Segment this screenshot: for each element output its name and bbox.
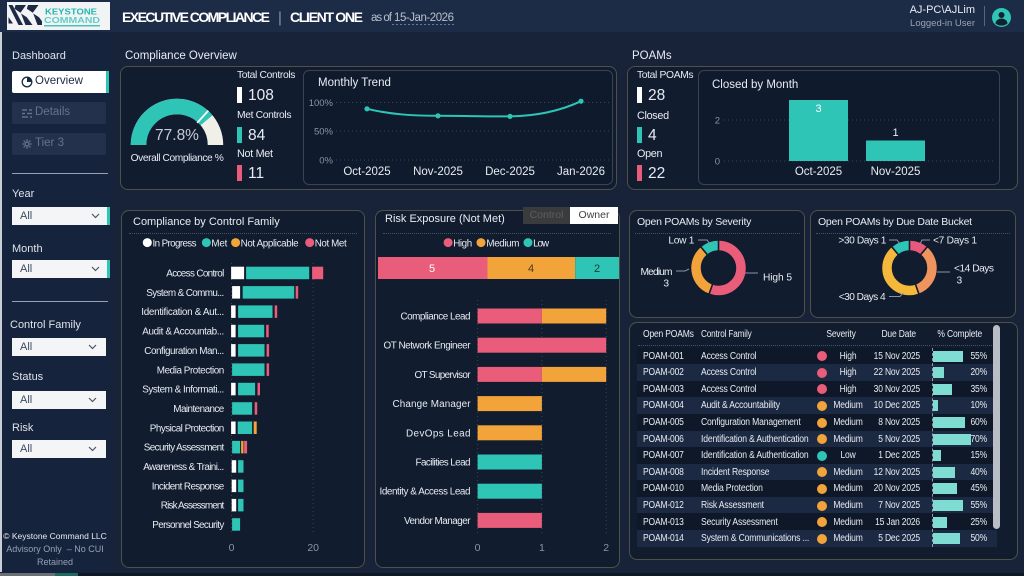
svg-text:OT Network Engineer: OT Network Engineer (384, 341, 472, 352)
svg-text:Incident Response: Incident Response (152, 481, 225, 492)
svg-text:CLIENT ONE: CLIENT ONE (290, 9, 363, 25)
svg-text:>30 Days 1: >30 Days 1 (838, 236, 886, 247)
svg-text:Identification & Aut...: Identification & Aut... (141, 307, 224, 318)
svg-text:3: 3 (815, 103, 821, 115)
svg-text:High 5: High 5 (763, 273, 792, 284)
svg-text:Maintenance: Maintenance (173, 404, 225, 415)
svg-text:0: 0 (229, 542, 235, 554)
svg-text:2: 2 (603, 542, 609, 554)
svg-text:0: 0 (715, 157, 720, 168)
svg-text:OT Supervisor: OT Supervisor (415, 370, 472, 381)
svg-text:In Progress: In Progress (153, 238, 197, 249)
svg-text:Risk Assessment: Risk Assessment (161, 501, 225, 512)
svg-text:|: | (278, 10, 282, 27)
svg-text:Awareness & Traini...: Awareness & Traini... (143, 462, 224, 473)
svg-text:COMMAND: COMMAND (44, 15, 100, 25)
svg-text:Nov-2025: Nov-2025 (413, 166, 463, 178)
svg-text:Oct-2025: Oct-2025 (343, 166, 390, 178)
svg-text:Medium: Medium (641, 267, 673, 278)
svg-text:<7 Days 1: <7 Days 1 (933, 236, 977, 247)
svg-text:<30 Days 4: <30 Days 4 (839, 292, 886, 303)
svg-text:KEYSTONE: KEYSTONE (45, 7, 97, 17)
svg-text:High: High (453, 238, 472, 249)
svg-text:Not Applicable: Not Applicable (241, 238, 300, 249)
svg-text:Security Assessment: Security Assessment (144, 443, 225, 454)
svg-text:1: 1 (539, 542, 545, 554)
svg-text:Change Manager: Change Manager (393, 399, 472, 410)
svg-text:Media Protection: Media Protection (157, 365, 225, 376)
svg-text:Compliance Lead: Compliance Lead (401, 312, 471, 323)
svg-text:0: 0 (475, 542, 481, 554)
svg-text:3: 3 (957, 276, 963, 287)
svg-text:DevOps Lead: DevOps Lead (406, 428, 471, 439)
svg-text:0%: 0% (319, 156, 333, 167)
svg-text:5: 5 (429, 263, 435, 275)
svg-text:2: 2 (594, 263, 600, 275)
svg-text:3: 3 (663, 279, 669, 290)
svg-text:EXECUTIVE COMPLIANCE: EXECUTIVE COMPLIANCE (122, 9, 270, 25)
svg-text:Access Control: Access Control (166, 269, 224, 280)
svg-text:Medium: Medium (486, 238, 519, 249)
svg-text:Oct-2025: Oct-2025 (795, 166, 842, 178)
svg-text:Low 1: Low 1 (668, 236, 694, 247)
svg-text:Personnel Security: Personnel Security (152, 520, 224, 531)
svg-text:Not Met: Not Met (315, 238, 347, 249)
svg-text:Facilities Lead: Facilities Lead (416, 458, 471, 469)
svg-text:Jan-2026: Jan-2026 (557, 166, 605, 178)
svg-text:50%: 50% (314, 127, 334, 138)
svg-text:Configuration Man...: Configuration Man... (144, 346, 224, 357)
svg-text:as of: as of (371, 12, 393, 24)
svg-text:20: 20 (307, 542, 319, 554)
svg-text:System & Informati...: System & Informati... (142, 385, 224, 396)
svg-text:Audit & Accountab...: Audit & Accountab... (142, 327, 224, 338)
svg-text:Low: Low (533, 238, 550, 249)
svg-text:Vendor Manager: Vendor Manager (404, 516, 471, 527)
svg-text:1: 1 (892, 127, 898, 139)
svg-text:Physical Protection: Physical Protection (150, 423, 225, 434)
svg-text:4: 4 (528, 263, 534, 275)
svg-text:<14 Days: <14 Days (954, 264, 994, 275)
svg-text:System & Commu...: System & Commu... (146, 288, 224, 299)
svg-text:Identity & Access Lead: Identity & Access Lead (380, 487, 471, 498)
svg-text:100%: 100% (309, 98, 334, 109)
svg-text:Nov-2025: Nov-2025 (871, 166, 921, 178)
svg-text:Dec-2025: Dec-2025 (485, 166, 535, 178)
svg-text:15-Jan-2026: 15-Jan-2026 (394, 12, 454, 24)
svg-text:Met: Met (211, 238, 227, 249)
svg-text:2: 2 (715, 116, 720, 127)
